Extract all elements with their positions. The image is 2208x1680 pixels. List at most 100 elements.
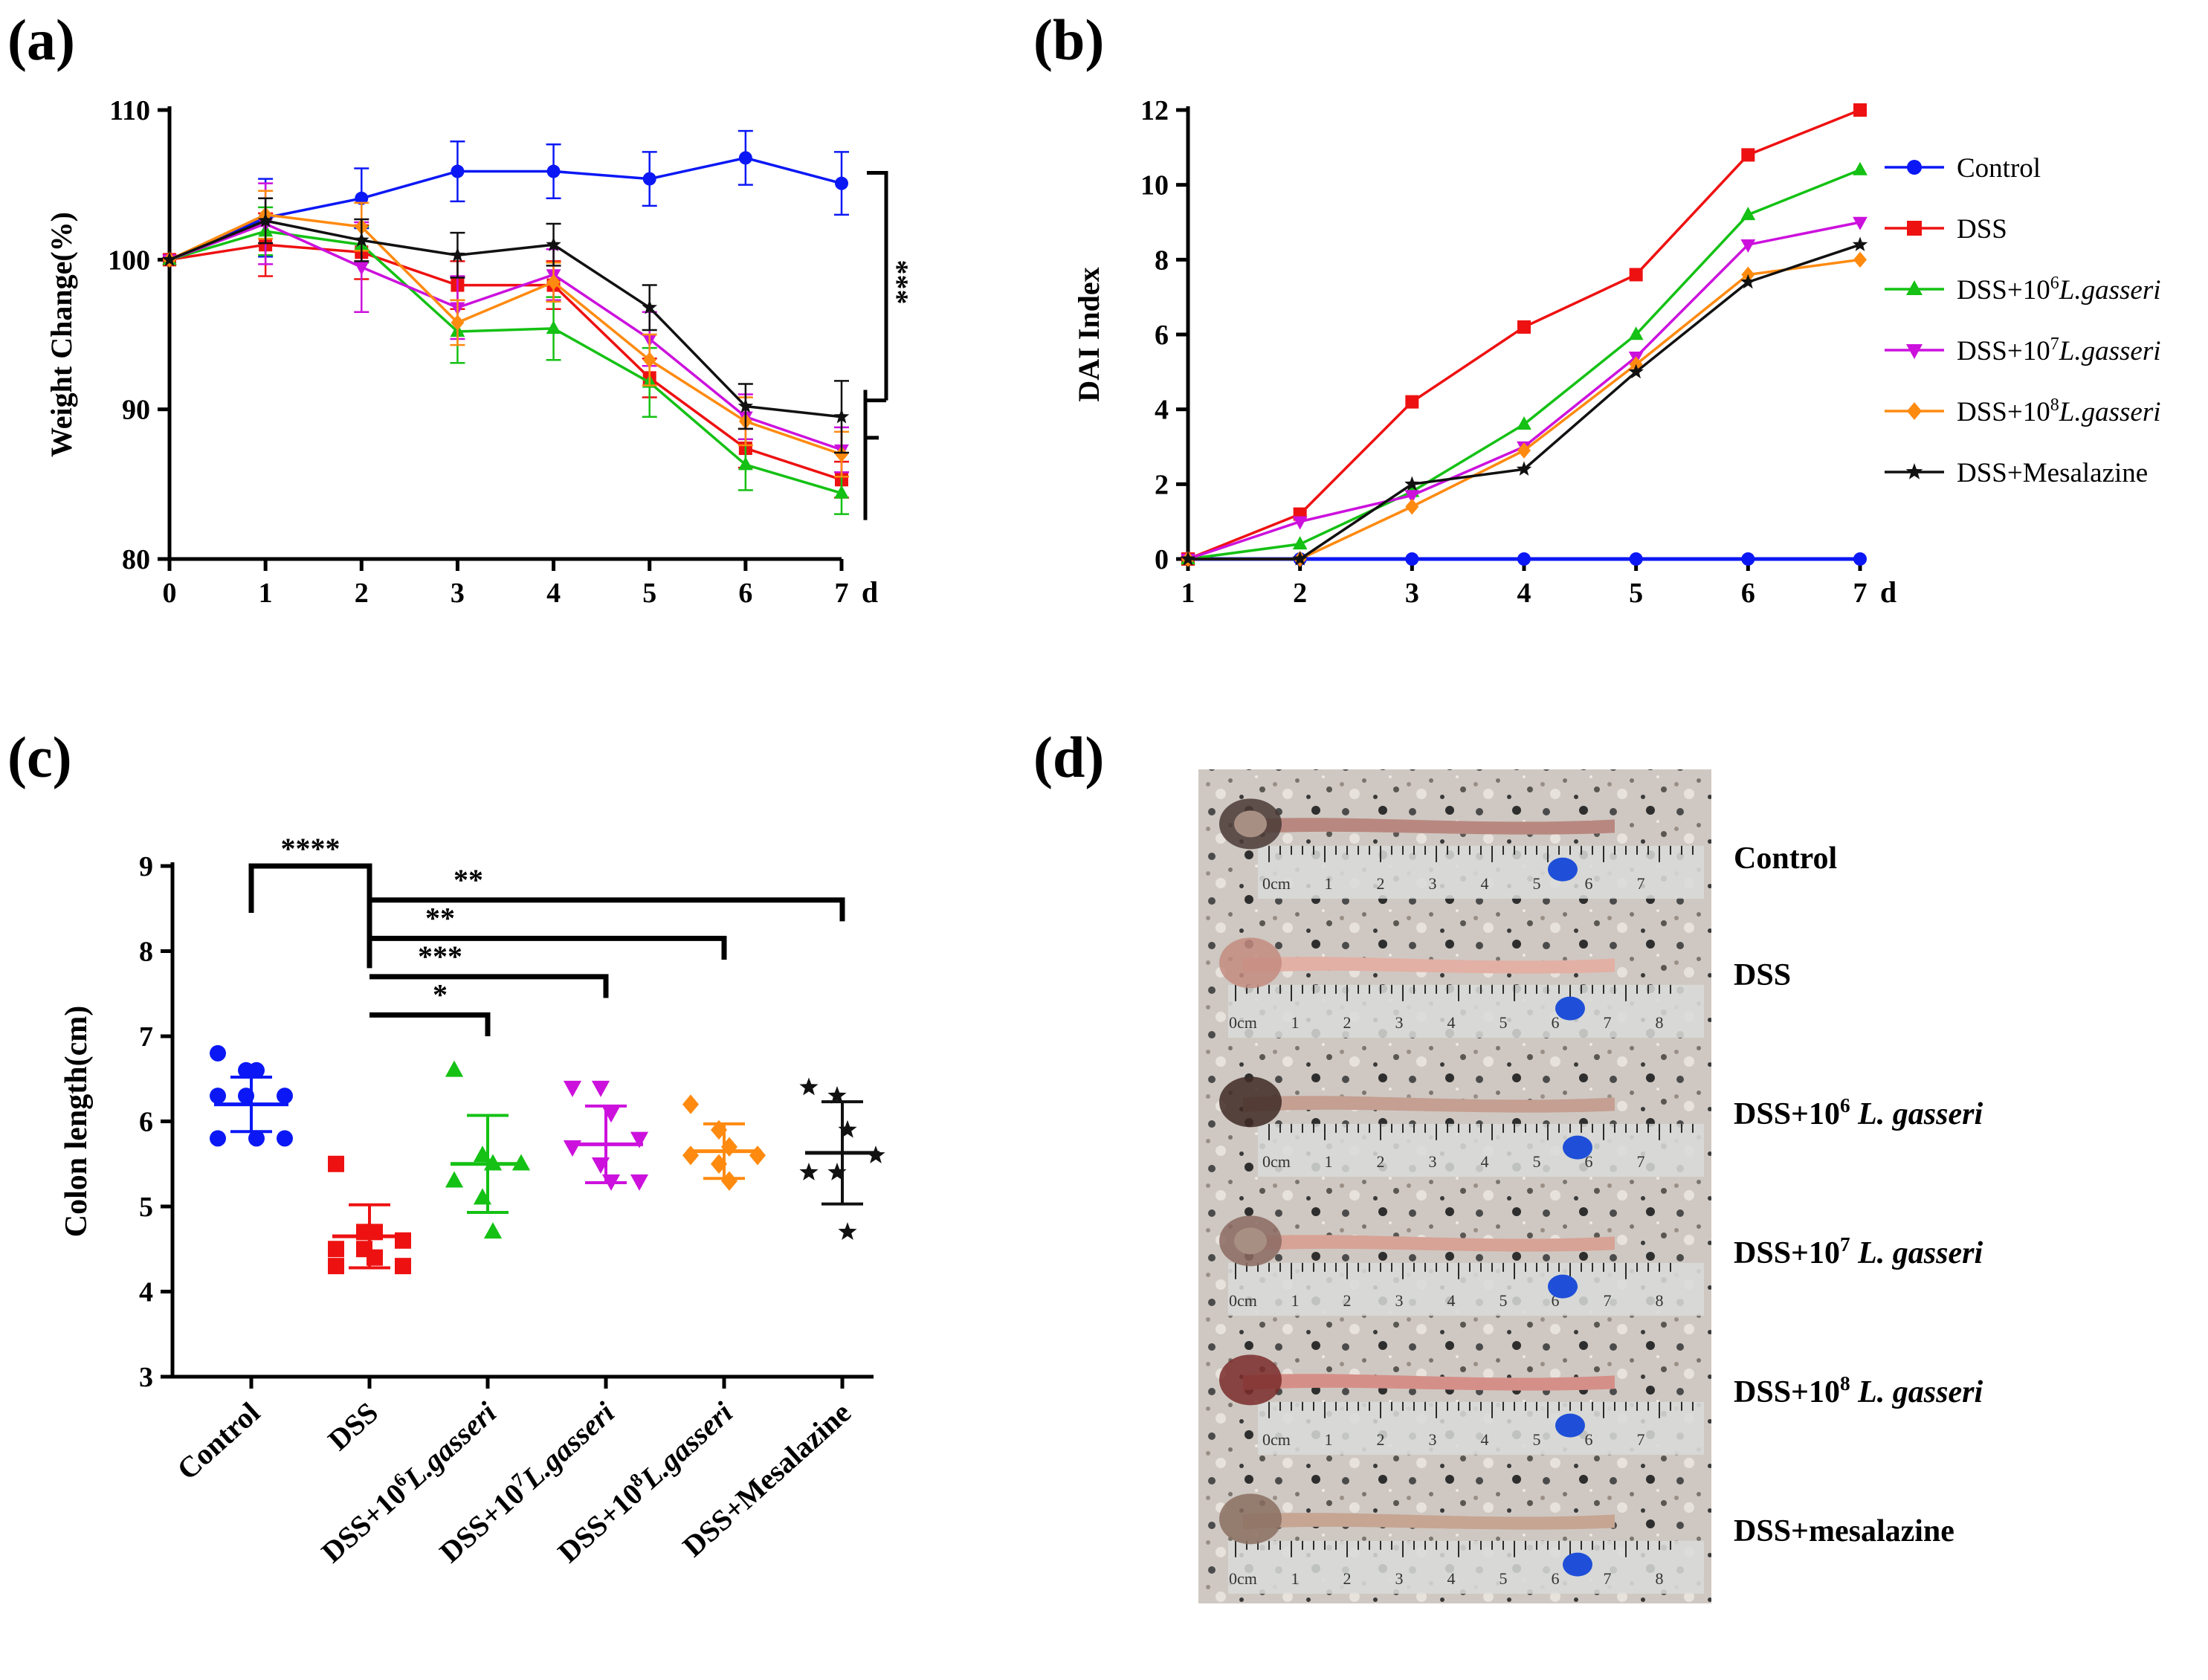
ruler-number: 3: [1429, 1430, 1437, 1449]
data-point: [546, 320, 561, 335]
legend-label: DSS+106L.gasseri: [1957, 274, 2161, 306]
ruler-number: 6: [1585, 1430, 1593, 1449]
ruler-marker: [1548, 1274, 1578, 1299]
series-line: [169, 156, 842, 261]
y-tick-label: 5: [139, 1192, 153, 1223]
x-tick-label: 4: [546, 578, 561, 609]
photo-row-label: DSS+106 L. gasseri: [1734, 1094, 1983, 1131]
cecum-inner: [1234, 1227, 1267, 1255]
ruler-number: 7: [1637, 874, 1645, 893]
panel-letters: (a) (b) (c) (d): [7, 7, 1104, 789]
ruler-number: 0cm: [1229, 1291, 1257, 1310]
data-point: [835, 176, 848, 190]
ruler-number: 6: [1552, 1013, 1560, 1032]
photo-row-label: Control: [1734, 841, 1837, 876]
colon-tissue: [1243, 957, 1615, 974]
data-point: [451, 164, 465, 178]
data-point: [835, 446, 848, 462]
legend-label: DSS+108L.gasseri: [1957, 395, 2161, 427]
y-tick-label: 6: [139, 1107, 153, 1138]
ruler-number: 0cm: [1262, 874, 1291, 893]
colon-tissue: [1243, 1096, 1615, 1113]
y-tick-label: 8: [139, 937, 153, 968]
x-tick-label: 2: [1293, 578, 1307, 609]
colon-tissue: [1243, 1374, 1615, 1391]
significance-label: ****: [281, 832, 340, 865]
ruler-number: 4: [1447, 1291, 1456, 1310]
legend: ControlDSSDSS+106L.gasseriDSS+107L.gasse…: [1885, 153, 2161, 488]
colon-tissue: [1243, 1235, 1615, 1252]
y-axis-label: Colon length(cm): [59, 1006, 94, 1237]
legend-label-base: DSS+10: [1957, 336, 2050, 366]
panel-a-weight-change-chart: 80 90 100 110 0 1 2 3 4 5 6 7 d Weight Change(%) ***: [45, 95, 923, 609]
y-tick-label: 0: [1155, 544, 1169, 575]
data-point: [445, 1171, 464, 1188]
ruler-marker: [1563, 1135, 1592, 1160]
ruler-number: 7: [1604, 1013, 1612, 1032]
y-tick-label: 4: [1155, 395, 1169, 426]
ruler-number: 4: [1481, 1430, 1489, 1449]
data-point: [1741, 148, 1755, 162]
x-axis-unit: d: [1880, 575, 1897, 609]
data-point: [838, 1222, 857, 1240]
legend-label-sup: 8: [2050, 395, 2059, 415]
ruler-number: 7: [1637, 1430, 1645, 1449]
data-point: [737, 456, 753, 471]
legend-marker: [1906, 280, 1923, 295]
ruler-number: 0cm: [1262, 1430, 1291, 1449]
data-point: [355, 191, 369, 205]
ruler: [1228, 984, 1704, 1038]
data-point: [1405, 552, 1419, 566]
ruler-number: 5: [1533, 874, 1541, 893]
cecum: [1219, 937, 1282, 989]
series-line: [169, 230, 842, 495]
data-point: [1516, 461, 1532, 476]
significance-bracket: [867, 171, 888, 401]
data-point: [1629, 268, 1643, 282]
photo-row-label: DSS+mesalazine: [1734, 1514, 1954, 1548]
ruler-number: 7: [1604, 1291, 1612, 1310]
photo-row-label: DSS+108 L. gasseri: [1734, 1372, 1983, 1409]
bracket: [369, 897, 845, 922]
x-tick-label: 3: [1405, 578, 1419, 609]
ruler-number: 1: [1291, 1291, 1300, 1310]
data-point: [546, 274, 561, 291]
panel-letter-b: (b): [1033, 7, 1104, 72]
ruler-marker: [1548, 857, 1578, 882]
ruler-number: 6: [1552, 1291, 1560, 1310]
ruler-number: 7: [1637, 1152, 1645, 1171]
legend-label: DSS+Mesalazine: [1957, 458, 2148, 488]
photo-row-1: 0cm 1 2 3 4 5 6 7 8 DSS: [1219, 937, 1791, 1038]
ruler-number: 4: [1481, 874, 1489, 893]
data-point: [1740, 274, 1756, 289]
category-label-tail: L.gasseri: [633, 1395, 739, 1495]
data-point: [682, 1146, 699, 1166]
ruler-number: 7: [1604, 1569, 1612, 1588]
data-point: [354, 262, 369, 276]
series-line: [1187, 109, 1861, 560]
ruler-number: 4: [1447, 1013, 1456, 1032]
data-point: [827, 1086, 847, 1104]
data-point: [630, 1131, 649, 1148]
data-point: [827, 1163, 847, 1180]
series-line: [169, 219, 842, 419]
legend-label-tail: L.gasseri: [2059, 275, 2161, 306]
series-mesalazine: [161, 197, 850, 454]
bracket: [369, 974, 609, 998]
y-axis-label: Weight Change(%): [45, 212, 78, 457]
ruler-number: 1: [1325, 874, 1333, 893]
y-tick-label: 110: [109, 95, 150, 126]
data-point: [1292, 536, 1308, 550]
series-line: [169, 243, 842, 481]
data-point: [799, 1077, 819, 1096]
data-point: [1740, 207, 1756, 221]
data-point: [277, 1088, 293, 1105]
category-label: Control: [170, 1395, 266, 1486]
data-point: [642, 352, 656, 369]
colon-tissue: [1243, 818, 1615, 835]
ruler-number: 2: [1343, 1013, 1352, 1032]
data-point: [354, 232, 369, 247]
data-point: [833, 408, 850, 424]
data-point: [1405, 395, 1419, 409]
